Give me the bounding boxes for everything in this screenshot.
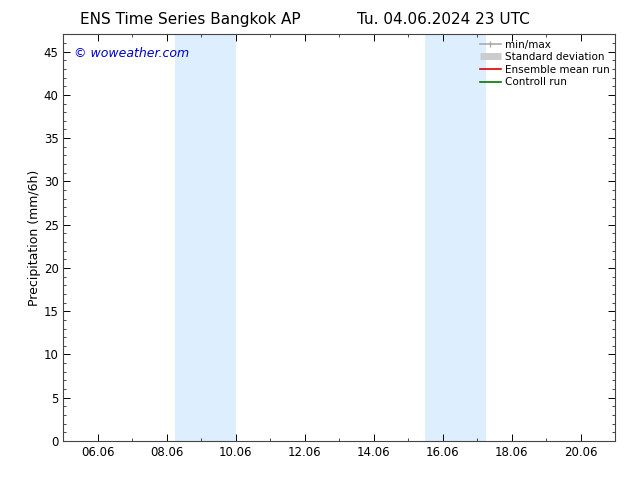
Text: Tu. 04.06.2024 23 UTC: Tu. 04.06.2024 23 UTC — [358, 12, 530, 27]
Bar — [425, 34, 486, 441]
Text: ENS Time Series Bangkok AP: ENS Time Series Bangkok AP — [80, 12, 301, 27]
Bar — [176, 34, 236, 441]
Text: © woweather.com: © woweather.com — [74, 47, 190, 59]
Y-axis label: Precipitation (mm/6h): Precipitation (mm/6h) — [28, 170, 41, 306]
Legend: min/max, Standard deviation, Ensemble mean run, Controll run: min/max, Standard deviation, Ensemble me… — [478, 37, 612, 89]
